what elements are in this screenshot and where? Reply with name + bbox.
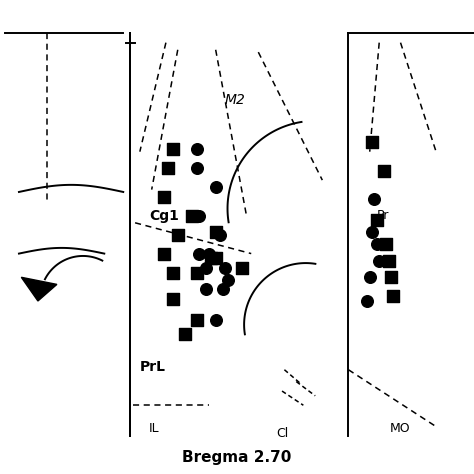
Point	[207, 255, 215, 262]
Point	[221, 264, 229, 272]
Point	[368, 138, 376, 146]
Point	[193, 146, 201, 153]
Point	[193, 164, 201, 172]
Point	[202, 264, 210, 272]
Point	[371, 195, 378, 203]
Polygon shape	[21, 277, 57, 301]
Point	[193, 316, 201, 324]
Point	[160, 193, 167, 201]
Point	[160, 250, 167, 257]
Point	[212, 183, 219, 191]
Point	[181, 330, 189, 338]
Text: Bregma 2.70: Bregma 2.70	[182, 449, 292, 465]
Point	[375, 257, 383, 264]
Point	[169, 295, 177, 302]
Point	[164, 164, 172, 172]
Text: Cl: Cl	[276, 427, 288, 440]
Point	[368, 228, 376, 236]
Point	[380, 167, 388, 174]
Point	[238, 264, 246, 272]
Point	[212, 316, 219, 324]
Text: IL: IL	[149, 422, 159, 436]
Text: MO: MO	[390, 422, 411, 436]
Point	[373, 217, 381, 224]
Point	[373, 240, 381, 248]
Text: Cg1: Cg1	[149, 209, 179, 223]
Point	[169, 146, 177, 153]
Point	[188, 212, 196, 219]
Point	[224, 276, 231, 283]
Point	[202, 285, 210, 293]
Point	[174, 231, 182, 238]
Point	[169, 269, 177, 276]
Text: PrL: PrL	[140, 360, 166, 374]
Point	[212, 255, 219, 262]
Point	[387, 273, 395, 281]
Point	[390, 292, 397, 300]
Text: M2: M2	[224, 92, 245, 107]
Point	[383, 240, 390, 248]
Point	[195, 250, 203, 257]
Point	[205, 250, 212, 257]
Point	[219, 285, 227, 293]
Point	[366, 273, 374, 281]
Point	[195, 212, 203, 219]
Point	[212, 228, 219, 236]
Text: Pr: Pr	[377, 209, 389, 222]
Point	[364, 297, 371, 305]
Point	[193, 269, 201, 276]
Point	[385, 257, 392, 264]
Point	[217, 231, 224, 238]
